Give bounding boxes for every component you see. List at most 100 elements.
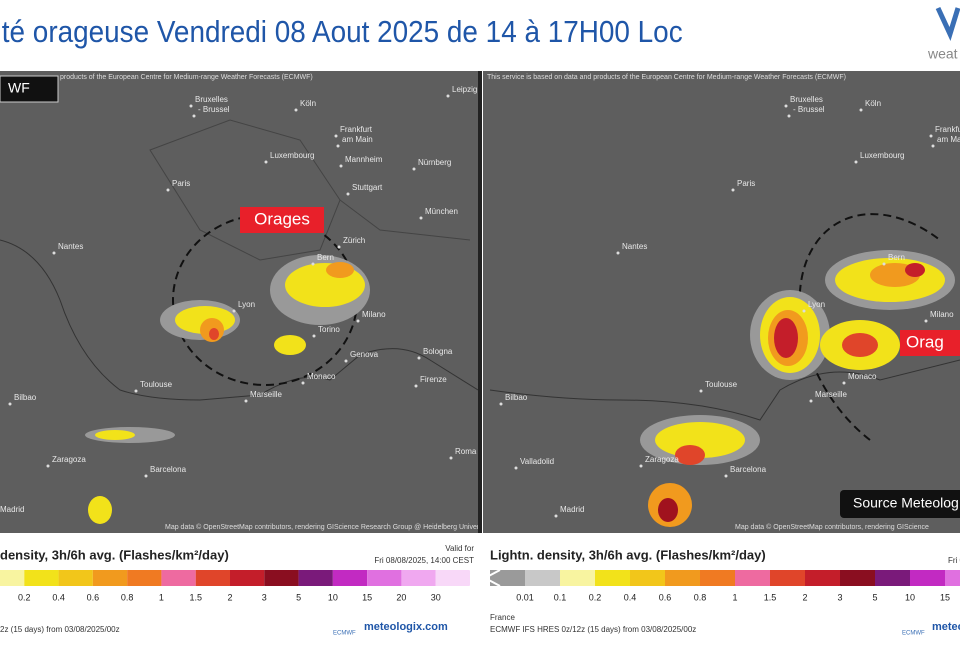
city-dot xyxy=(499,402,503,406)
city-label: Barcelona xyxy=(150,465,187,474)
city-dot xyxy=(699,389,703,393)
city-dot xyxy=(189,104,193,108)
color-swatch xyxy=(195,570,230,586)
city-label: Nürnberg xyxy=(418,158,451,167)
city-label: Bilbao xyxy=(14,393,37,402)
city-label: Madrid xyxy=(0,505,24,514)
legend-tick: 0.4 xyxy=(624,592,637,602)
city-dot xyxy=(244,399,248,403)
model: WF xyxy=(8,80,30,96)
color-swatch xyxy=(525,570,560,586)
valid-time: Fri 08/08 xyxy=(948,556,960,565)
legend-tick: 5 xyxy=(872,592,877,602)
city-dot xyxy=(931,144,935,148)
city-label: Lyon xyxy=(808,300,825,309)
city-dot xyxy=(339,164,343,168)
city-label: Valladolid xyxy=(520,457,554,466)
city-dot xyxy=(346,192,350,196)
city-dot xyxy=(784,104,788,108)
legend-tick: 1.5 xyxy=(764,592,777,602)
region: France xyxy=(490,613,515,622)
color-swatch xyxy=(24,570,59,586)
city-label: Roma xyxy=(455,447,477,456)
source-box xyxy=(840,490,960,518)
city-dot xyxy=(809,399,813,403)
city-dot xyxy=(412,167,416,171)
legend-tick: 10 xyxy=(905,592,915,602)
color-swatch xyxy=(840,570,875,586)
city-label: Nantes xyxy=(58,242,83,251)
legend-tick: 1.5 xyxy=(189,592,202,602)
legend-tick: 0.6 xyxy=(659,592,672,602)
city-dot xyxy=(449,456,453,460)
city-label: Monaco xyxy=(848,372,877,381)
city-dot xyxy=(842,381,846,385)
legend-title: density, 3h/6h avg. (Flashes/km²/day) xyxy=(0,547,229,562)
city-dot xyxy=(417,356,421,360)
city-dot xyxy=(336,144,340,148)
map-bg xyxy=(0,71,478,533)
city-label: Zürich xyxy=(343,236,365,245)
city-dot xyxy=(859,108,863,112)
right-map: Orag Source Meteolog This service is bas… xyxy=(483,71,960,533)
legend-tick: 1 xyxy=(732,592,737,602)
city-label: München xyxy=(425,207,458,216)
color-swatch xyxy=(401,570,436,586)
city-label: Barcelona xyxy=(730,465,767,474)
logo-text: weat xyxy=(927,46,958,62)
color-swatch xyxy=(298,570,333,586)
city-dot xyxy=(802,309,806,313)
city-dot xyxy=(8,402,12,406)
color-swatch xyxy=(127,570,162,586)
coast xyxy=(0,239,478,401)
city-label: - Brussel xyxy=(793,105,825,114)
city-dot xyxy=(356,319,360,323)
city-label: Paris xyxy=(737,179,755,188)
legend-tick: 5 xyxy=(296,592,301,602)
city-label: Marseille xyxy=(815,390,848,399)
color-swatch xyxy=(161,570,196,586)
city-dot xyxy=(232,309,236,313)
color-swatch xyxy=(910,570,945,586)
city-dot xyxy=(166,188,170,192)
city-dot xyxy=(514,466,518,470)
city-dot xyxy=(731,188,735,192)
city-label: Milano xyxy=(362,310,386,319)
city-dot xyxy=(554,514,558,518)
color-swatch xyxy=(770,570,805,586)
legend-tick: 0.1 xyxy=(554,592,567,602)
city-label: Lyon xyxy=(238,300,255,309)
city-dot xyxy=(446,94,450,98)
city-label: Köln xyxy=(865,99,881,108)
color-swatch xyxy=(367,570,402,586)
brand: meteologix.com xyxy=(364,621,448,633)
city-label: Genova xyxy=(350,350,379,359)
legend-tick: 0.8 xyxy=(121,592,134,602)
city-dot xyxy=(854,160,858,164)
logo-mark xyxy=(935,6,960,41)
city-dot xyxy=(334,134,338,138)
city-dot xyxy=(144,474,148,478)
city-label: Firenze xyxy=(420,375,447,384)
model-box xyxy=(0,75,59,103)
legend-tick: 1 xyxy=(159,592,164,602)
circle xyxy=(798,213,941,441)
annotation-box xyxy=(240,207,324,233)
city-dot xyxy=(724,474,728,478)
attribution: products of the European Centre for Medi… xyxy=(60,74,313,81)
color-swatch xyxy=(630,570,665,586)
city-label: Luxembourg xyxy=(860,151,904,160)
city-dot xyxy=(311,262,315,266)
color-swatch xyxy=(945,570,960,586)
title: té orageuse Vendredi 08 Aout 2025 de 14 … xyxy=(2,15,683,50)
city-label: Bruxelles xyxy=(195,95,228,104)
city-dot xyxy=(344,359,348,363)
city-dot xyxy=(616,251,620,255)
city-label: am Main xyxy=(342,135,373,144)
color-swatch xyxy=(700,570,735,586)
legend-tick: 15 xyxy=(940,592,950,602)
city-label: Bologna xyxy=(423,347,453,356)
city-dot xyxy=(419,216,423,220)
